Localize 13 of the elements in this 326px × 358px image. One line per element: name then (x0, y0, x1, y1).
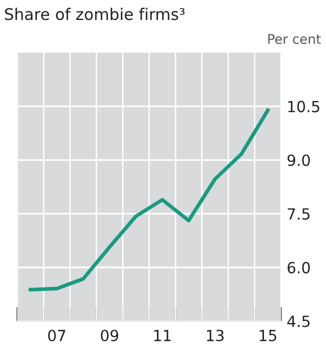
x-tick-label: 11 (154, 330, 171, 342)
x-tick-label: 13 (207, 330, 224, 342)
y-tick-label: 9.0 (288, 154, 310, 166)
y-tick-label: 10.5 (288, 100, 320, 112)
x-tick-label: 09 (100, 330, 118, 342)
y-axis-title: Per cent (268, 34, 321, 44)
y-tick-label: 4.5 (287, 316, 310, 328)
x-tick-label: 07 (48, 330, 66, 342)
x-tick-label: 15 (260, 330, 276, 342)
y-tick-label: 7.5 (288, 208, 310, 220)
chart-title: Share of zombie firms³ (4, 8, 185, 20)
y-tick-label: 6.0 (288, 262, 310, 274)
line-series (28, 108, 270, 292)
